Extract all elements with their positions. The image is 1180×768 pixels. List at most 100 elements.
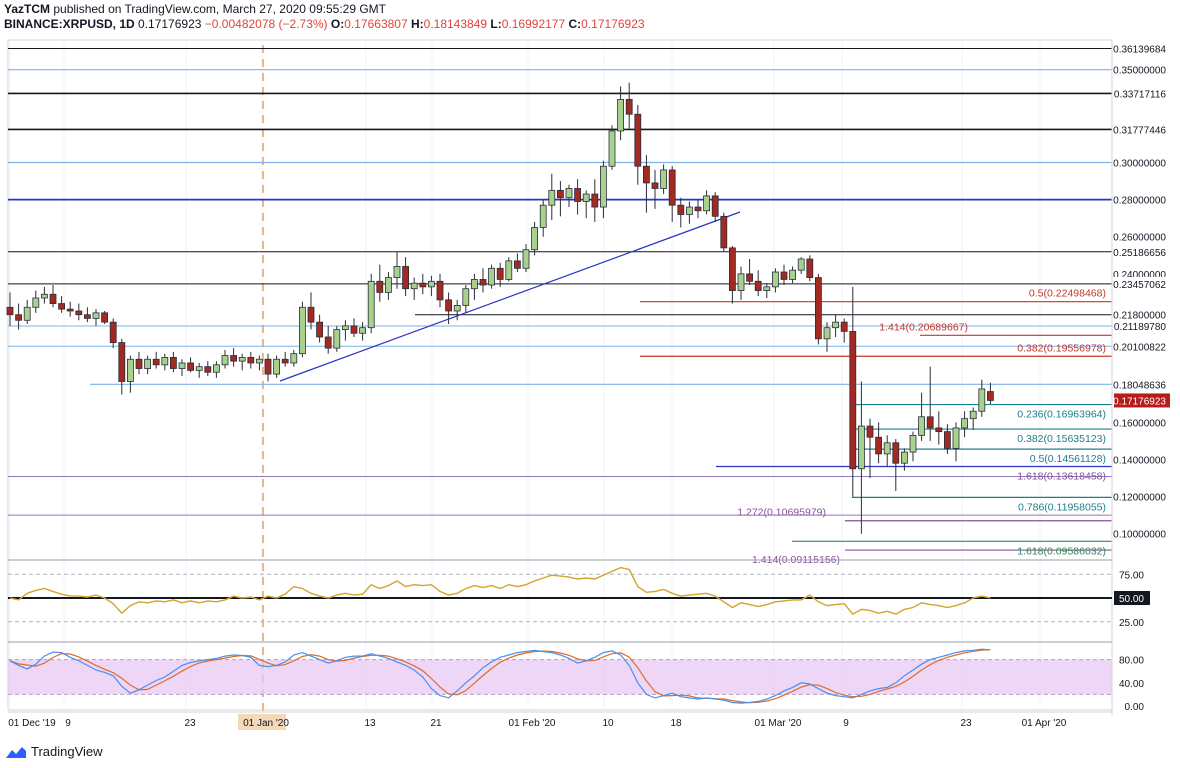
level-price-label: 0.31777446 [1113, 125, 1166, 136]
level-tag-bg [1114, 339, 1170, 354]
level-price-label: 0.23457062 [1113, 280, 1166, 291]
candle-body [41, 293, 48, 299]
price-axis-label: 0.14000000 [1113, 455, 1166, 466]
level-price-label: 0.25186656 [1113, 248, 1166, 259]
candle-body [677, 204, 685, 215]
candle-body [92, 312, 100, 319]
level-tag-bg [1114, 307, 1170, 322]
fib-label: 0.236(0.16963964) [1017, 409, 1106, 421]
candle-body [187, 362, 195, 371]
candle-body [204, 366, 212, 373]
candle-body [75, 310, 83, 316]
candle-body [522, 249, 530, 269]
candle-body [427, 280, 435, 288]
last-price-tag [1114, 393, 1170, 408]
candle-body [505, 260, 513, 280]
candle-body [127, 358, 134, 382]
stoch-k-line [9, 648, 991, 704]
price-chart[interactable]: 0.5(0.22498468) 1.414(0.20689667) 0.382(0.… [0, 0, 1180, 740]
candle-body [926, 416, 934, 429]
level-price-label: 0.20100822 [1113, 342, 1166, 353]
fib-label: 0.382(0.15635123) [1017, 433, 1106, 445]
low-label: L: [490, 17, 502, 31]
candle-body [729, 247, 736, 291]
level-tag-bg [1114, 377, 1170, 392]
price-axis-label: 0.10000000 [1113, 530, 1166, 541]
candle-body [109, 321, 117, 343]
candle-body [247, 356, 255, 364]
candle-body [436, 280, 444, 301]
chart-header: YazTCM published on TradingView.com, Mar… [4, 2, 1104, 32]
published-line: published on TradingView.com, March 27, … [53, 2, 387, 16]
candle-body [324, 336, 332, 349]
level-tag-bg [1114, 86, 1170, 101]
candle-body [118, 342, 126, 382]
time-axis-label: 10 [602, 718, 614, 729]
candle-body [101, 312, 108, 323]
level-price-label: 0.21189780 [1114, 322, 1167, 333]
candle-body [969, 410, 977, 420]
rsi-axis-label: 25.00 [1119, 618, 1144, 629]
candle-body [849, 331, 857, 470]
candle-body [668, 169, 676, 206]
candle-body [445, 299, 453, 312]
candle-body [462, 288, 470, 306]
candle-body [711, 195, 719, 217]
candle-body [565, 188, 573, 199]
candle-body [772, 271, 779, 288]
candle-body [909, 434, 917, 453]
candle-body [703, 195, 710, 212]
fib-label: 1.414(0.20689667) [879, 321, 968, 333]
candle-body [419, 282, 427, 288]
last-price: 0.17176923 [138, 17, 202, 31]
stoch-axis-label: 0.00 [1125, 702, 1145, 713]
candle-body [634, 113, 642, 167]
time-axis-label: 23 [184, 718, 196, 729]
candle-body [161, 356, 169, 366]
price-axis-label: 0.16000000 [1113, 418, 1166, 429]
time-axis-label: 18 [670, 718, 682, 729]
candle-body [660, 169, 667, 189]
candle-body [797, 258, 805, 271]
candle-body [49, 293, 57, 304]
candle-body [694, 206, 702, 212]
high-label: H: [410, 17, 424, 31]
fib-label: 1.618(0.09586032) [1017, 545, 1106, 557]
stoch-axis-label: 40.00 [1119, 679, 1144, 690]
candle-body [23, 306, 31, 321]
time-axis-label: 9 [843, 718, 849, 729]
candle-body [350, 325, 358, 334]
candle-body [488, 267, 496, 286]
candle-body [858, 425, 865, 470]
time-axis-label: 01 Feb '20 [509, 718, 556, 729]
level-tag-bg [1114, 276, 1170, 291]
candle-body [944, 431, 951, 449]
rsi-line [9, 566, 991, 615]
candle-body [15, 314, 23, 321]
candle-body [737, 273, 745, 291]
time-axis-label: 23 [960, 718, 972, 729]
last-price-label: 0.17176923 [1113, 396, 1166, 407]
ascending-trendline [279, 211, 741, 382]
time-axis-label: 13 [364, 718, 376, 729]
time-axis-label: 01 Apr '20 [1022, 718, 1067, 729]
candle-body [832, 321, 839, 329]
tradingview-logo-icon [6, 746, 26, 758]
close-value: 0.17176923 [581, 17, 645, 31]
candle-body [883, 442, 891, 455]
candle-body [591, 193, 599, 208]
candle-body [746, 273, 753, 282]
candle-body [410, 282, 418, 290]
fib-label: 0.786(0.11958055) [1018, 501, 1106, 513]
candle-body [264, 358, 272, 375]
chart-frame [7, 39, 1113, 711]
candle-body [367, 280, 375, 329]
candle-body [84, 314, 91, 319]
candle-body [875, 436, 882, 455]
price-axis-label: 0.12000000 [1113, 493, 1166, 504]
candle-body [763, 286, 771, 291]
fib-label: 1.618(0.13618458) [1017, 471, 1106, 483]
candle-body [6, 306, 14, 316]
low-value: 0.16992177 [501, 17, 566, 31]
stoch-d-line [9, 649, 991, 704]
